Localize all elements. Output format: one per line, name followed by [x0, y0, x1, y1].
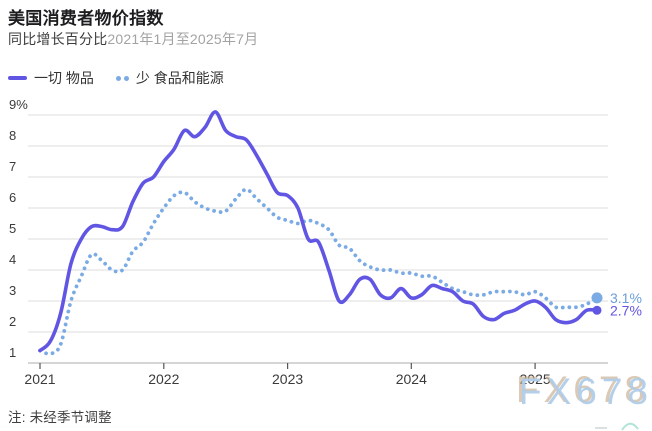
chart-subtitle: 同比增长百分比2021年1月至2025年7月 — [8, 29, 258, 49]
subtitle-daterange: 2021年1月至2025年7月 — [107, 31, 259, 47]
y-axis-label: 8 — [9, 128, 16, 143]
logo-fragment — [595, 422, 639, 431]
series-line-core — [38, 187, 599, 356]
legend-item-core: 少 食品和能源 — [115, 68, 224, 88]
y-axis-label: 9% — [9, 97, 28, 112]
subtitle-measure: 同比增长百分比 — [8, 31, 108, 47]
y-axis-label: 6 — [9, 190, 16, 205]
chart-footnote: 注: 未经季节调整 — [8, 410, 112, 425]
y-axis-label: 1 — [9, 345, 16, 360]
chart-legend: 一切 物品 少 食品和能源 — [8, 68, 224, 88]
x-tick-label: 2021 — [24, 371, 55, 387]
x-tick-label: 2025 — [520, 371, 551, 387]
y-axis-label: 3 — [9, 283, 16, 298]
dotted-line-swatch-icon — [115, 75, 129, 81]
y-axis-label: 2 — [9, 314, 16, 329]
page-title: 美国消费者物价指数 — [8, 9, 164, 28]
chart-plot-area: 1 2 3 4 5 6 7 8 9% 2021 2022 2023 2024 2025 3.1% 2.7% — [0, 95, 652, 395]
cpi-line-chart: 1 2 3 4 5 6 7 8 9% 2021 2022 2023 2024 2025 3.1%2.7% — [9, 97, 642, 387]
legend-label-all-items: 一切 物品 — [34, 70, 94, 86]
fx678-watermark: FX678 — [519, 371, 652, 412]
legend-item-all-items: 一切 物品 — [8, 68, 94, 88]
x-tick-label: 2023 — [272, 371, 303, 387]
y-axis-label: 4 — [9, 252, 16, 267]
y-axis-label: 5 — [9, 221, 16, 236]
end-dot-core — [591, 292, 603, 304]
series-line-all-items — [38, 110, 599, 353]
end-value-label-core: 3.1% — [610, 290, 642, 306]
end-value-label-all-items: 2.7% — [610, 302, 642, 318]
end-dot-all-items — [592, 305, 602, 315]
legend-label-core: 少 食品和能源 — [135, 70, 224, 86]
solid-line-swatch-icon — [8, 76, 27, 80]
y-axis-label: 7 — [9, 159, 16, 174]
x-tick-label: 2022 — [148, 371, 179, 387]
x-tick-label: 2024 — [396, 371, 427, 387]
